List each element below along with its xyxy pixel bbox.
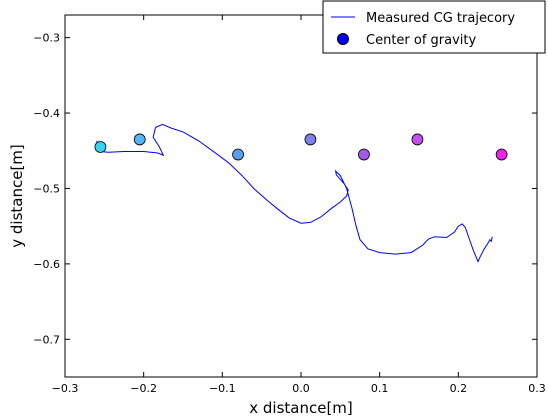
legend-label-center-of-gravity: Center of gravity	[366, 33, 477, 48]
cg-point	[411, 133, 424, 146]
legend: Measured CG trajecory Center of gravity	[322, 0, 546, 54]
y-tick-label: −0.5	[33, 182, 60, 195]
cg-point	[133, 133, 146, 146]
x-tick-label: 0.0	[292, 382, 310, 395]
cg-point	[304, 133, 317, 146]
y-tick-label: −0.7	[33, 333, 60, 346]
cg-point	[94, 141, 107, 153]
axis-ticks: −0.3 −0.2 −0.1 0.0 0.1 0.2 0.3 −0.3 −0.4 −0.5 −0.6…	[33, 15, 546, 395]
x-tick-label: −0.3	[52, 382, 79, 395]
legend-marker-swatch	[337, 33, 349, 45]
x-tick-label: 0.2	[450, 382, 468, 395]
y-tick-label: −0.3	[33, 32, 60, 45]
x-tick-label: −0.1	[209, 382, 236, 395]
cg-point	[232, 148, 244, 161]
y-tick-label: −0.4	[33, 107, 60, 120]
cg-point	[495, 148, 508, 161]
x-axis-label: x distance[m]	[249, 399, 353, 417]
plot-marks	[94, 123, 508, 263]
y-tick-label: −0.6	[33, 258, 60, 271]
cg-point	[358, 148, 370, 161]
legend-label-trajectory: Measured CG trajecory	[366, 11, 515, 26]
x-tick-label: −0.2	[130, 382, 157, 395]
x-tick-label: 0.1	[371, 382, 389, 395]
plot-frame	[64, 14, 538, 378]
y-axis-label: y distance[m]	[8, 144, 26, 248]
legend-box	[322, 0, 546, 54]
trajectory-line	[96, 123, 493, 263]
x-tick-label: 0.3	[528, 382, 546, 395]
